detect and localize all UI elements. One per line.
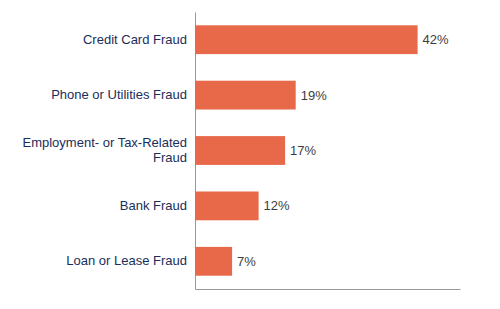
data-label: 19% [301,88,327,103]
data-label: 7% [237,254,256,269]
y-tick: Bank Fraud [120,198,195,213]
data-label: 17% [290,143,316,158]
bar [195,191,259,220]
y-tick-label: Bank Fraud [120,198,187,213]
y-tick: Credit Card Fraud [83,32,195,47]
y-tick-label: Phone or Utilities Fraud [51,87,187,102]
chart: Loan or Lease Fraud Bank Fraud Employment-… [0,0,500,309]
data-labels: 7% 12% 17% 19% 42% [237,32,449,269]
bar [195,25,418,54]
bar [195,136,285,165]
data-label: 12% [264,198,290,213]
y-tick-label-line: Fraud [153,150,187,165]
y-tick-label: Employment- or Tax-RelatedFraud [23,135,188,166]
bars [195,25,418,275]
y-tick: Loan or Lease Fraud [66,253,195,268]
bar [195,247,232,276]
bar [195,81,296,110]
data-label: 42% [423,32,449,47]
x-axis-line [196,289,461,290]
y-tick-label-line: Employment- or Tax-Related [23,135,188,150]
y-axis: Loan or Lease Fraud Bank Fraud Employment-… [23,13,196,290]
y-tick: Phone or Utilities Fraud [51,87,195,102]
x-axis [196,289,461,290]
y-tick-label: Credit Card Fraud [83,32,187,47]
y-tick: Employment- or Tax-RelatedFraud [23,135,196,166]
plot: Loan or Lease Fraud Bank Fraud Employment-… [23,13,461,290]
y-tick-label: Loan or Lease Fraud [66,253,187,268]
